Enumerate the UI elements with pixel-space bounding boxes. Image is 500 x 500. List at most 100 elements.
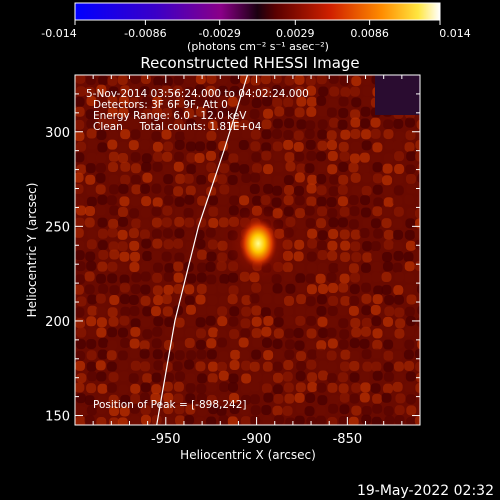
heatmap-cell xyxy=(372,339,383,350)
heatmap-cell xyxy=(196,117,207,128)
heatmap-cell xyxy=(107,327,118,338)
heatmap-cell xyxy=(394,164,405,175)
heatmap-cell xyxy=(241,172,252,183)
heatmap-cell xyxy=(350,117,361,128)
heatmap-cell xyxy=(75,217,85,228)
heatmap-cell xyxy=(129,348,140,359)
heatmap-cell xyxy=(393,250,404,261)
heatmap-cell xyxy=(359,371,370,382)
heatmap-cell xyxy=(175,415,186,425)
heatmap-cell xyxy=(139,118,150,129)
heatmap-cell xyxy=(381,206,392,217)
colorbar-tick-label: -0.014 xyxy=(41,27,76,40)
heatmap-cell xyxy=(348,219,359,230)
heatmap-cell xyxy=(117,75,128,85)
heatmap-cell xyxy=(206,107,217,118)
heatmap-cell xyxy=(197,406,208,417)
heatmap-cell xyxy=(370,153,381,164)
heatmap-cell xyxy=(117,229,128,240)
heatmap-cell xyxy=(109,285,120,296)
heatmap-cell xyxy=(404,360,415,371)
heatmap-cell xyxy=(238,140,249,151)
heatmap-cell xyxy=(98,117,109,128)
heatmap-cell xyxy=(416,250,420,261)
heatmap-cell xyxy=(151,415,162,425)
heatmap-cell xyxy=(75,261,86,272)
heatmap-cell xyxy=(207,295,218,306)
heatmap-cell xyxy=(263,392,274,403)
heatmap-cell xyxy=(295,403,306,414)
info-line-4: Clean Total counts: 1.81E+04 xyxy=(93,121,262,133)
heatmap-cell xyxy=(283,139,294,150)
heatmap-cell xyxy=(228,382,239,393)
heatmap-cell xyxy=(239,195,250,206)
heatmap-cell xyxy=(151,183,162,194)
heatmap-cell xyxy=(141,96,152,107)
heatmap-cell xyxy=(305,218,316,229)
heatmap-cell xyxy=(97,240,108,251)
heatmap-cell xyxy=(128,373,139,384)
heatmap-cell xyxy=(163,340,174,351)
heatmap-cell xyxy=(195,339,206,350)
heatmap-cell xyxy=(96,306,107,317)
heatmap-cell xyxy=(184,86,195,97)
heatmap-cell xyxy=(86,128,97,139)
heatmap-cell xyxy=(76,86,87,97)
heatmap-cell xyxy=(98,249,109,260)
heatmap-cell xyxy=(239,405,250,416)
heatmap-cell xyxy=(229,128,240,139)
heatmap-cell xyxy=(196,272,207,283)
heatmap-cell xyxy=(141,196,152,207)
heatmap-cell xyxy=(394,405,405,416)
heatmap-cell xyxy=(294,415,305,425)
heatmap-cell xyxy=(338,415,349,425)
heatmap-cell xyxy=(261,383,272,394)
heatmap-cell xyxy=(119,196,130,207)
heatmap-cell xyxy=(185,316,196,327)
heatmap-cell xyxy=(295,273,306,284)
heatmap-cell xyxy=(195,163,206,174)
heatmap-cell xyxy=(295,371,306,382)
heatmap-cell xyxy=(129,97,140,108)
heatmap-cell xyxy=(283,129,294,140)
heatmap-cell xyxy=(175,173,186,184)
heatmap-cell xyxy=(206,381,217,392)
heatmap-cell xyxy=(305,340,316,351)
heatmap-cell xyxy=(349,350,360,361)
heatmap-cell xyxy=(163,141,174,152)
heatmap-cell xyxy=(174,252,185,263)
heatmap-cell xyxy=(119,406,130,417)
info-line-3: Energy Range: 6.0 - 12.0 keV xyxy=(93,110,247,122)
heatmap-cell xyxy=(338,96,349,107)
heatmap-cell xyxy=(316,294,327,305)
heatmap-cell xyxy=(263,108,274,119)
x-tick-label: -850 xyxy=(333,432,363,447)
heatmap-cell xyxy=(218,106,229,117)
heatmap-cell xyxy=(217,316,228,327)
heatmap-cell xyxy=(305,120,316,131)
heatmap-cell xyxy=(261,326,272,337)
heatmap-cell xyxy=(316,196,327,207)
heatmap-cell xyxy=(84,284,95,295)
heatmap-cell xyxy=(95,153,106,164)
heatmap-cell xyxy=(173,75,184,86)
heatmap-cell xyxy=(383,362,394,373)
heatmap-cell xyxy=(316,75,327,85)
heatmap-cell xyxy=(86,118,97,129)
heatmap-cell xyxy=(372,328,383,339)
heatmap-cell xyxy=(108,218,119,229)
heatmap-cell xyxy=(174,228,185,239)
heatmap-cell xyxy=(337,261,348,272)
heatmap-cell xyxy=(196,383,207,394)
heatmap-cell xyxy=(393,174,404,185)
heatmap-cell xyxy=(370,304,381,315)
heatmap-cell xyxy=(416,119,420,130)
heatmap-cell xyxy=(416,317,420,328)
heatmap-cell xyxy=(97,142,108,153)
heatmap-cell xyxy=(228,373,239,384)
heatmap-cell xyxy=(351,252,362,263)
heatmap-cell xyxy=(196,349,207,360)
heatmap-cell xyxy=(362,86,373,97)
heatmap-cell xyxy=(97,383,108,394)
heatmap-cell xyxy=(208,218,219,229)
